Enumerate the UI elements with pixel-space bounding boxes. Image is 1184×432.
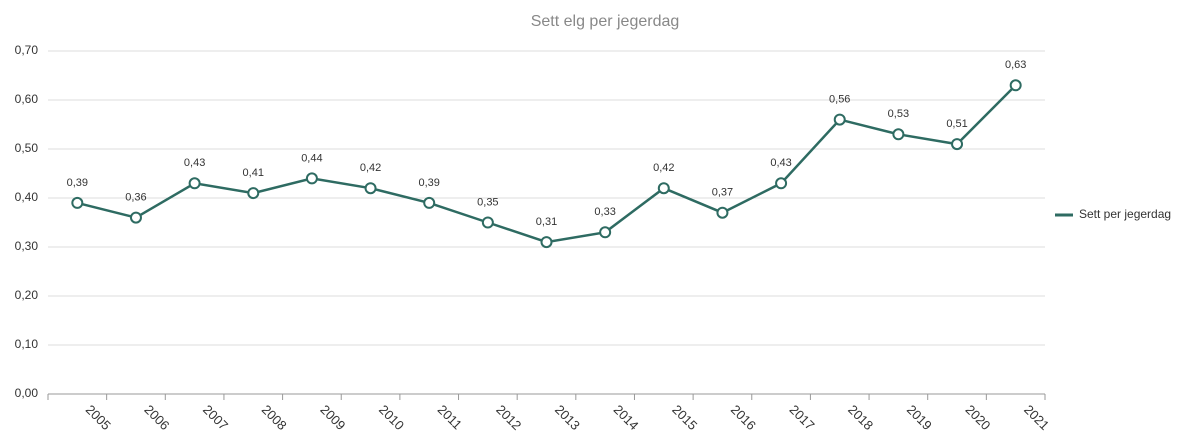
y-tick-label: 0,70 (15, 43, 39, 57)
point (540, 236, 553, 249)
data-label: 0,44 (301, 152, 322, 164)
point (481, 216, 494, 229)
point (247, 187, 260, 200)
x-tick-label: 2013 (552, 402, 583, 432)
point (599, 226, 612, 239)
data-label: 0,42 (360, 162, 381, 174)
x-tick-label: 2020 (962, 402, 993, 432)
data-label: 0,53 (888, 108, 909, 120)
x-tick-label: 2016 (728, 402, 759, 432)
data-label: 0,41 (243, 167, 264, 179)
legend-label: Sett per jegerdag (1079, 207, 1171, 221)
x-tick-label: 2005 (83, 402, 114, 432)
point (364, 182, 377, 195)
point (188, 177, 201, 190)
chart-title: Sett elg per jegerdag (531, 13, 680, 30)
x-tick-label: 2008 (259, 402, 290, 432)
data-label: 0,63 (1005, 59, 1026, 71)
x-tick-label: 2019 (904, 402, 935, 432)
point (71, 196, 84, 209)
x-tick-label: 2012 (493, 402, 524, 432)
data-label: 0,51 (946, 118, 967, 130)
point (1009, 79, 1022, 92)
point (951, 138, 964, 151)
point (423, 196, 436, 209)
y-tick-label: 0,00 (15, 386, 39, 400)
x-tick-label: 2014 (611, 402, 642, 432)
y-tick-label: 0,20 (15, 288, 39, 302)
x-tick-label: 2011 (435, 402, 465, 432)
point (716, 206, 729, 219)
point (305, 172, 318, 185)
x-tick-label: 2010 (376, 402, 407, 432)
data-label: 0,43 (184, 157, 205, 169)
y-tick-label: 0,10 (15, 337, 39, 351)
x-tick-label: 2006 (141, 402, 172, 432)
x-tick-label: 2017 (787, 402, 818, 432)
data-label: 0,36 (125, 192, 146, 204)
data-label: 0,56 (829, 94, 850, 106)
y-tick-label: 0,50 (15, 141, 39, 155)
x-tick-label: 2015 (669, 402, 700, 432)
data-label: 0,42 (653, 162, 674, 174)
data-label: 0,39 (67, 177, 88, 189)
x-tick-label: 2021 (1021, 402, 1052, 432)
point (657, 182, 670, 195)
data-label: 0,43 (770, 157, 791, 169)
data-label: 0,37 (712, 187, 733, 199)
data-label: 0,31 (536, 216, 557, 228)
data-label: 0,35 (477, 196, 498, 208)
y-tick-label: 0,60 (15, 92, 39, 106)
x-tick-label: 2007 (200, 402, 231, 432)
point (775, 177, 788, 190)
x-tick-label: 2018 (845, 402, 876, 432)
data-label: 0,39 (418, 177, 439, 189)
point (129, 211, 142, 224)
data-label: 0,33 (594, 206, 615, 218)
point (833, 113, 846, 126)
y-tick-label: 0,30 (15, 239, 39, 253)
point (892, 128, 905, 141)
y-tick-label: 0,40 (15, 190, 39, 204)
x-tick-label: 2009 (317, 402, 348, 432)
